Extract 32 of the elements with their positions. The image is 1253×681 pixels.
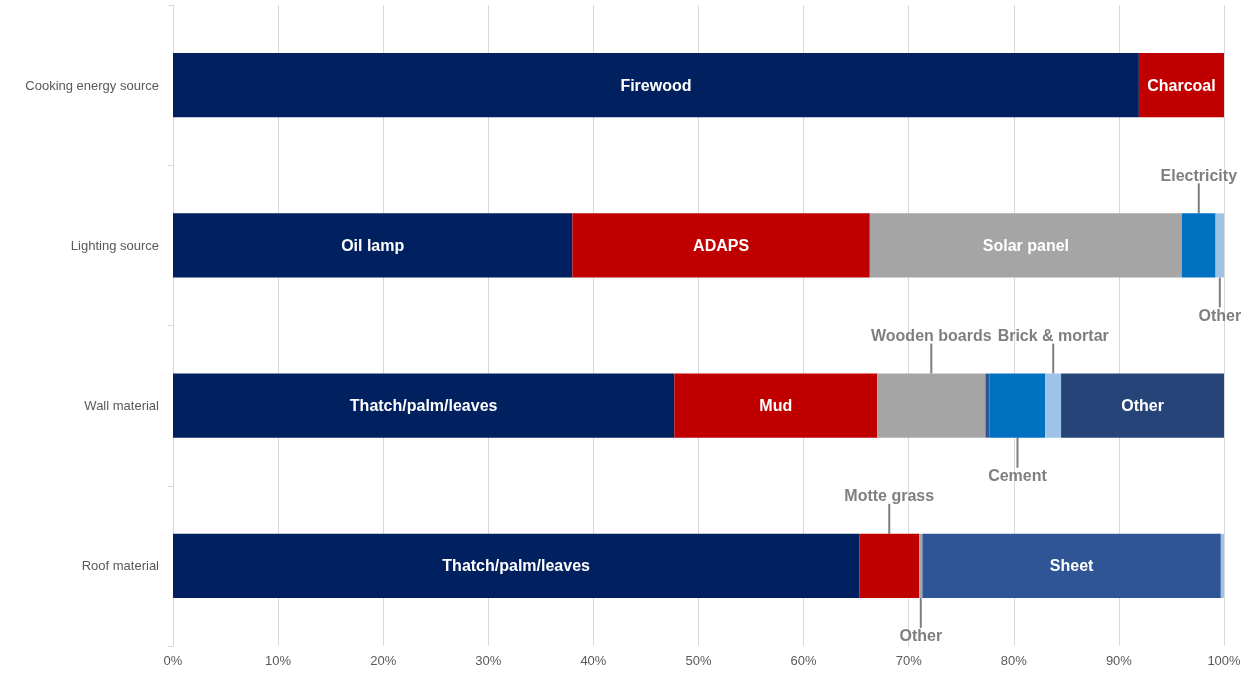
text: Brick & mortar — [997, 327, 1109, 345]
y-tick-label: Lighting source — [70, 237, 159, 253]
series-label: Thatch/palm/leaves — [349, 397, 498, 415]
x-tick-label: 70% — [895, 653, 923, 668]
x-tick-label: 30% — [475, 653, 502, 668]
series-label: Other — [1121, 397, 1164, 415]
series-label: Solar panel — [982, 236, 1070, 254]
y-tick-label: Cooking energy source — [25, 77, 159, 93]
text: Other — [1198, 306, 1242, 324]
y-tick-label: Roof material — [81, 558, 160, 574]
x-tick-label: 60% — [790, 653, 818, 668]
series-label: Wooden boards — [871, 327, 992, 345]
y-tick-label: Wall material — [84, 398, 160, 414]
series-label: ADAPS — [693, 236, 750, 254]
x-tick-label: 40% — [580, 653, 607, 668]
x-tick-label: 20% — [370, 653, 397, 668]
x-tick-label: 100% — [1207, 653, 1242, 668]
x-tick-label: 10% — [265, 653, 292, 668]
text: Other — [899, 627, 943, 645]
series-label: Thatch/palm/leaves — [442, 557, 591, 575]
x-tick-label: 90% — [1105, 653, 1133, 668]
series-label: Oil lamp — [341, 236, 405, 254]
x-tick-label: 50% — [685, 653, 712, 668]
x-tick-label: 80% — [1000, 653, 1028, 668]
series-label: Firewood — [620, 76, 692, 94]
text: Motte grass — [844, 487, 935, 505]
series-label: Mud — [759, 397, 793, 415]
text: Electricity — [1160, 166, 1238, 184]
x-tick-label: 0% — [163, 653, 183, 668]
series-label: Charcoal — [1147, 76, 1216, 94]
series-label: Sheet — [1049, 557, 1095, 575]
series-label: Cement — [988, 467, 1048, 485]
